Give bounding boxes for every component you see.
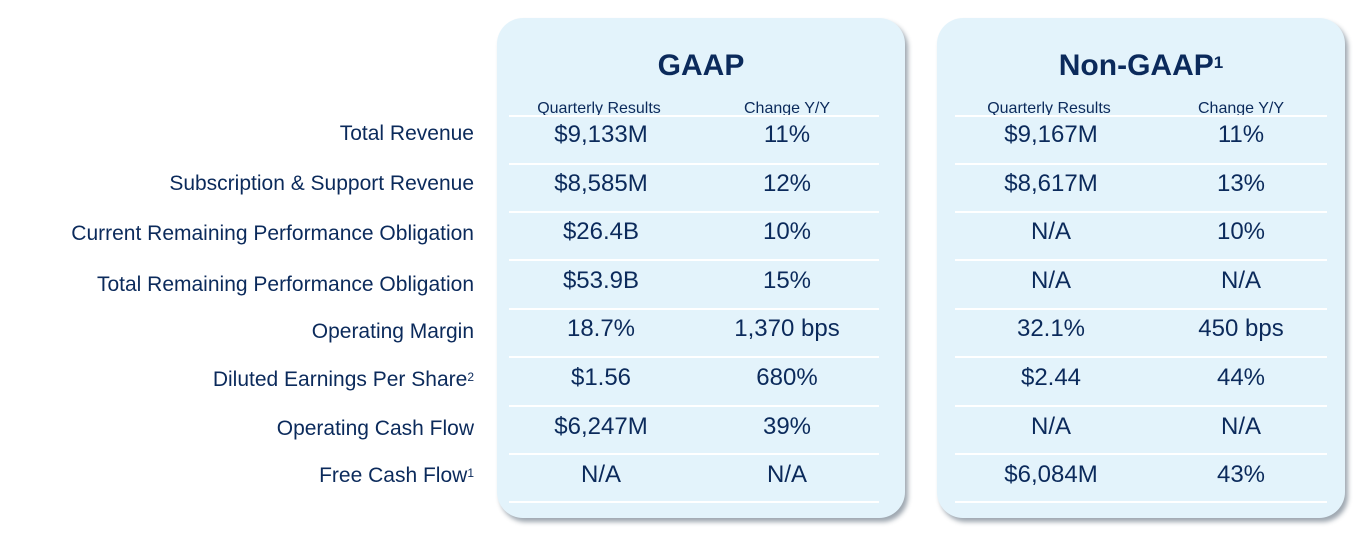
change-yy-cell: 11% [763,121,811,148]
change-yy-cell: 450 bps [1198,315,1284,342]
quarterly-result-cell: $9,167M [1004,121,1098,148]
row-divider [955,453,1327,455]
row-divider [509,501,879,503]
change-yy-cell: N/A [766,461,808,488]
non-gaap-title: Non-GAAP1 [1058,49,1224,82]
quarterly-result-cell: $6,084M [1004,461,1098,488]
non-gaap-card: Non-GAAP1 Quarterly Results Change Y/Y $… [937,18,1345,518]
row-divider [509,308,879,310]
change-yy-cell: 10% [1216,218,1266,245]
row-label: Diluted Earnings Per Share2 [212,368,474,391]
row-divider [955,163,1327,165]
change-yy-cell: 11% [1217,121,1265,148]
gaap-col-quarterly-header: Quarterly Results [537,100,661,117]
quarterly-result-cell: $1.56 [570,364,632,391]
quarterly-result-cell: $8,585M [554,170,648,197]
row-divider [955,356,1327,358]
quarterly-result-cell: 32.1% [1016,315,1086,342]
quarterly-result-cell: N/A [1030,267,1072,294]
row-label: Operating Margin [311,320,474,343]
change-yy-cell: 12% [762,170,812,197]
quarterly-result-cell: $9,133M [554,121,648,148]
row-label: Total Revenue [339,122,474,145]
quarterly-result-cell: $26.4B [562,218,640,245]
quarterly-result-cell: N/A [1030,218,1072,245]
row-divider [955,501,1327,503]
row-label: Total Remaining Performance Obligation [96,273,474,296]
row-divider [955,115,1327,117]
row-divider [509,211,879,213]
quarterly-result-cell: N/A [580,461,622,488]
row-label: Free Cash Flow1 [319,464,474,487]
row-divider [955,405,1327,407]
row-label: Current Remaining Performance Obligation [71,222,474,245]
row-divider [509,356,879,358]
row-divider [509,405,879,407]
non-gaap-col-quarterly-header: Quarterly Results [987,100,1111,117]
change-yy-cell: N/A [1220,267,1262,294]
row-divider [955,259,1327,261]
change-yy-cell: 13% [1216,170,1266,197]
change-yy-cell: N/A [1220,413,1262,440]
gaap-col-change-header: Change Y/Y [744,100,830,117]
change-yy-cell: 15% [762,267,812,294]
quarterly-result-cell: $8,617M [1004,170,1098,197]
change-yy-cell: 1,370 bps [734,315,840,342]
change-yy-cell: 43% [1216,461,1266,488]
quarterly-result-cell: $53.9B [562,267,640,294]
gaap-title: GAAP [657,49,745,82]
quarterly-result-cell: $6,247M [554,413,648,440]
row-divider [509,163,879,165]
row-label: Subscription & Support Revenue [169,172,474,195]
quarterly-result-cell: N/A [1030,413,1072,440]
row-divider [955,308,1327,310]
gaap-card: GAAP Quarterly Results Change Y/Y $9,133… [497,18,905,518]
row-divider [509,259,879,261]
non-gaap-col-change-header: Change Y/Y [1198,100,1284,117]
change-yy-cell: 10% [762,218,812,245]
change-yy-cell: 39% [762,413,812,440]
change-yy-cell: 680% [756,364,818,391]
quarterly-result-cell: 18.7% [566,315,636,342]
quarterly-result-cell: $2.44 [1020,364,1082,391]
row-label: Operating Cash Flow [276,417,474,440]
row-divider [509,115,879,117]
row-divider [955,211,1327,213]
change-yy-cell: 44% [1216,364,1266,391]
row-divider [509,453,879,455]
